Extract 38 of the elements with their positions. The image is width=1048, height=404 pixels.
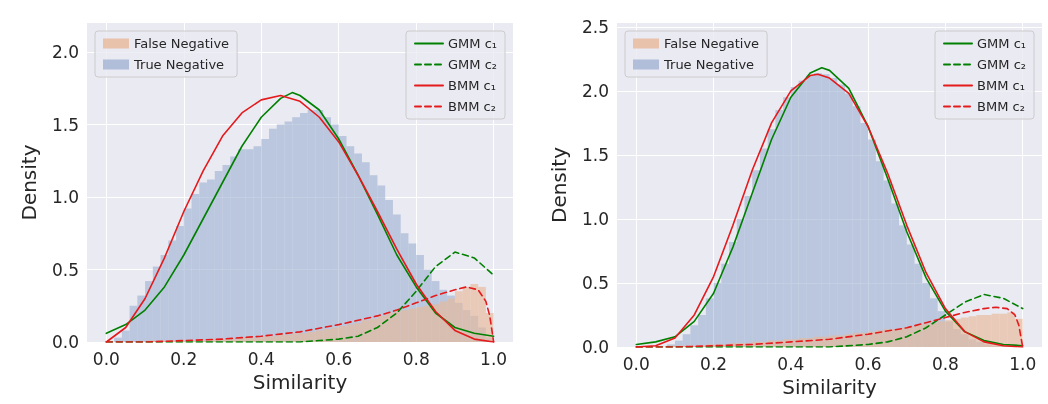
x-tick-label: 0.4 xyxy=(247,348,275,369)
y-axis-title: Density xyxy=(547,146,571,224)
legend-label: GMM c₂ xyxy=(977,57,1026,72)
y-tick-label: 2.0 xyxy=(51,42,79,62)
y-tick-label: 1.0 xyxy=(581,208,609,229)
x-tick-label: 0.2 xyxy=(700,353,728,374)
x-tick-label: 0.4 xyxy=(777,353,805,374)
y-tick-label: 0.5 xyxy=(51,259,79,280)
x-axis-title: Similarity xyxy=(782,374,877,399)
x-tick-label: 0.0 xyxy=(622,353,650,374)
y-axis-title: Density xyxy=(17,144,41,221)
x-tick-label: 0.6 xyxy=(325,348,353,369)
legend-label: BMM c₁ xyxy=(448,78,496,93)
legend-label: BMM c₂ xyxy=(977,99,1025,114)
legend-label: BMM c₁ xyxy=(977,78,1025,93)
x-tick-label: 1.0 xyxy=(1009,353,1037,374)
legend-label: False Negative xyxy=(664,36,760,51)
legend-label: False Negative xyxy=(134,36,230,51)
x-tick-label: 0.8 xyxy=(931,353,959,374)
x-tick-label: 0.6 xyxy=(854,353,882,374)
x-tick-label: 0.8 xyxy=(402,348,430,369)
legend-label: BMM c₂ xyxy=(448,99,496,114)
legend-label: True Negative xyxy=(133,57,225,72)
y-tick-label: 1.5 xyxy=(51,114,79,135)
x-axis-title: Similarity xyxy=(252,369,348,394)
legend-label: GMM c₂ xyxy=(448,57,497,72)
y-tick-label: 1.0 xyxy=(51,187,79,207)
legend-label: GMM c₁ xyxy=(448,36,497,51)
y-tick-label: 2.5 xyxy=(581,16,609,37)
y-tick-label: 0.5 xyxy=(581,272,609,293)
legend-label: GMM c₁ xyxy=(977,36,1026,51)
x-tick-label: 1.0 xyxy=(480,348,508,369)
x-tick-label: 0.0 xyxy=(92,348,120,369)
y-tick-label: 0.0 xyxy=(51,332,79,352)
legend-label: True Negative xyxy=(663,57,755,72)
x-tick-label: 0.2 xyxy=(170,348,198,369)
y-tick-label: 1.5 xyxy=(581,144,609,165)
y-tick-label: 2.0 xyxy=(581,80,609,101)
